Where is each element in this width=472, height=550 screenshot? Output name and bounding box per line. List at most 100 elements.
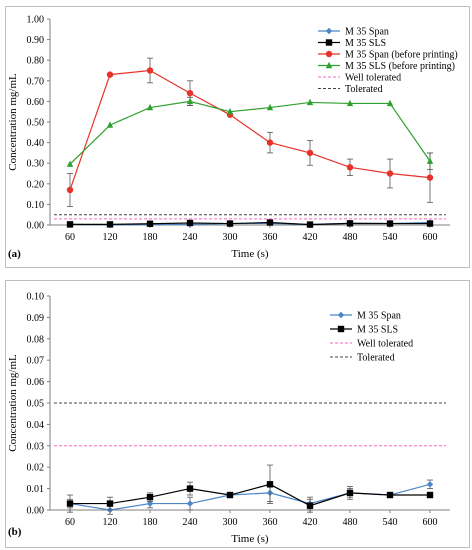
legend-label-0: M 35 Span (357, 311, 401, 322)
y-tick-label: 0.50 (27, 118, 45, 129)
legend-label-ref-1: Tolerated (345, 84, 383, 95)
y-tick-label: 0.10 (27, 200, 45, 211)
series-1-line (70, 221, 430, 226)
x-tick-label: 360 (263, 232, 278, 243)
x-tick-label: 120 (103, 232, 118, 243)
y-tick-label: 0.02 (27, 463, 45, 474)
x-tick-label: 60 (65, 232, 75, 243)
x-tick-label: 300 (223, 517, 238, 528)
series-0-point (186, 500, 194, 507)
x-tick-label: 420 (303, 232, 318, 243)
y-tick-label: 0.06 (27, 377, 45, 388)
series-1-point (186, 485, 194, 492)
legend-label-ref-0: Well tolerated (357, 339, 413, 350)
y-tick-label: 0.70 (27, 76, 45, 87)
x-tick-label: 480 (343, 232, 358, 243)
x-tick-label: 240 (183, 232, 198, 243)
series-2-point (346, 164, 354, 171)
legend-label-ref-0: Well tolerated (345, 73, 401, 84)
series-1-point (226, 491, 234, 499)
series-2-point (146, 67, 154, 74)
y-tick-label: 0.05 (27, 399, 45, 410)
series-3-point (426, 157, 434, 164)
y-tick-label: 0.01 (27, 484, 45, 495)
series-3-point (346, 99, 354, 107)
series-1-point (146, 220, 154, 227)
x-tick-label: 600 (423, 517, 438, 528)
y-tick-label: 0.10 (27, 292, 45, 303)
series-2-point (186, 89, 194, 97)
series-1-point (346, 220, 354, 227)
series-3-point (226, 108, 234, 115)
y-tick-label: 0.40 (27, 138, 45, 149)
series-1-point (266, 219, 274, 226)
series-1-point (266, 481, 274, 488)
x-tick-label: 120 (103, 517, 118, 528)
x-tick-label: 360 (263, 517, 278, 528)
x-axis-title: Time (s) (231, 248, 269, 260)
x-tick-label: 420 (303, 517, 318, 528)
y-axis-title: Concentration mg/mL (7, 73, 19, 171)
y-tick-label: 0.07 (27, 356, 45, 367)
series-3-point (266, 103, 274, 111)
series-0-point (146, 500, 154, 507)
legend-label-3: M 35 SLS (before printing) (345, 61, 455, 72)
legend-label-ref-1: Tolerated (357, 353, 395, 364)
x-tick-label: 600 (423, 232, 438, 243)
series-3-point (66, 160, 74, 167)
legend-label-2: M 35 Span (before printing) (345, 50, 458, 61)
y-tick-label: 0.80 (27, 56, 45, 67)
series-1-point (66, 221, 74, 228)
legend-swatch-marker-1 (337, 325, 345, 333)
series-2-point (66, 186, 74, 194)
y-tick-label: 0.90 (27, 35, 45, 46)
y-tick-label: 1.00 (27, 15, 45, 26)
y-axis-title: Concentration mg/mL (7, 354, 19, 452)
legend-label-1: M 35 SLS (345, 38, 386, 49)
x-tick-label: 540 (383, 517, 398, 528)
series-3-point (306, 98, 314, 106)
x-tick-label: 60 (65, 517, 75, 528)
series-3-point (106, 121, 114, 128)
series-2-line (69, 69, 431, 191)
series-1-point (106, 500, 114, 507)
series-1-line (70, 483, 430, 507)
y-tick-label: 0.60 (27, 97, 45, 108)
y-tick-label: 0.00 (27, 506, 45, 517)
x-tick-label: 480 (343, 517, 358, 528)
series-1-point (106, 221, 114, 228)
y-tick-label: 0.03 (27, 441, 45, 452)
chart-a-svg: 0.00 0.10 0.20 0.30 0.40 0.50 0.60 0.70 0.80 0.90… (7, 15, 458, 261)
series-2-point (106, 71, 114, 78)
series-3-line (69, 100, 431, 165)
series-2-point (306, 149, 314, 157)
legend-swatch-marker-1 (325, 39, 333, 46)
legend-label-0: M 35 Span (345, 27, 389, 38)
x-tick-label: 300 (223, 232, 238, 243)
series-1-point (426, 491, 434, 499)
series-3-point (386, 99, 394, 107)
legend-swatch-marker-2 (325, 50, 333, 58)
series-3-point (186, 97, 194, 105)
series-3-point (146, 103, 154, 111)
legend-swatch-marker-3 (325, 61, 333, 69)
series-2-point (426, 174, 434, 181)
series-1-point (226, 220, 234, 227)
series-1-point (186, 219, 194, 227)
series-1-point (306, 502, 314, 509)
series-1-point (146, 493, 154, 501)
series-0-point (426, 481, 434, 488)
series-1-point (426, 220, 434, 227)
x-axis-title: Time (s) (231, 533, 269, 545)
chart-panel-a: (a) 0.00 0.10 0.20 0.30 0.40 0.50 0.60 0.70 0.80… (0, 0, 472, 272)
y-tick-label: 0.08 (27, 334, 45, 345)
y-tick-label: 0.30 (27, 159, 45, 170)
y-tick-label: 0.04 (27, 420, 45, 431)
series-0-line (69, 483, 431, 511)
y-tick-label: 0.20 (27, 179, 45, 190)
chart-b-svg: 0.00 0.01 0.02 0.03 0.04 0.05 0.06 0.07 0.08 0.09… (7, 292, 450, 545)
panel-a-frame (5, 6, 470, 268)
series-1-point (346, 489, 354, 497)
y-tick-label: 0.09 (27, 313, 45, 324)
legend-label-1: M 35 SLS (357, 325, 398, 336)
